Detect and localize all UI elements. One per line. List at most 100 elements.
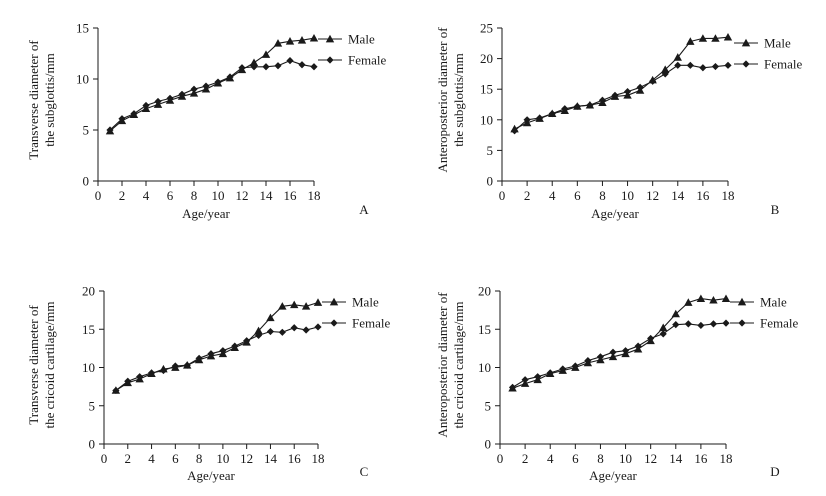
- chart-b-series-female-point: [548, 110, 556, 118]
- diamond-marker-icon: [326, 56, 334, 64]
- chart-a-x-axis-label: Age/year: [182, 206, 230, 221]
- chart-b-series-female-point: [623, 88, 632, 96]
- chart-a-y-tick-label: 15: [76, 21, 89, 36]
- chart-a: 0 5 10 15 0 2 4 6 8 10 12 14 16 18 Age/year Transverse …: [26, 21, 386, 222]
- chart-c-series-female-point: [195, 354, 203, 362]
- chart-a-y-tick-label: 10: [76, 72, 89, 87]
- chart-a-x-tick-label: 4: [143, 188, 150, 203]
- triangle-marker-icon: [737, 297, 747, 306]
- chart-a-series-male-point: [249, 58, 259, 67]
- chart-c-series-female-point: [219, 347, 227, 355]
- chart-b-series-male-point: [698, 34, 708, 42]
- chart-a-series-male-point: [309, 34, 319, 42]
- chart-d-y-tick-label: 15: [478, 322, 491, 337]
- chart-a-series-female-point: [214, 78, 222, 86]
- chart-b-y-tick-label: 15: [480, 82, 493, 97]
- chart-d-x-tick-label: 14: [669, 451, 683, 466]
- chart-d-series-female-point: [571, 362, 579, 370]
- chart-b: 0 5 10 15 20 25 0 2 4 6 8 10 12 14 16 18 Age/year Anterop…: [435, 21, 802, 222]
- chart-b-x-tick-label: 6: [574, 188, 581, 203]
- chart-a-series-male-point: [261, 50, 271, 58]
- chart-b-series-female-point: [649, 77, 657, 85]
- chart-c-x-tick-label: 12: [240, 451, 253, 466]
- chart-b-y-axis-label: Anteroposterior diameter ofthe subglotti…: [435, 27, 466, 173]
- chart-c-series-male-point: [290, 300, 299, 309]
- chart-a-legend-female-label: Female: [348, 53, 386, 68]
- chart-c-series-female-point: [207, 350, 215, 358]
- chart-d-y-axis-label: Anteroposterior diameter ofthe cricoid c…: [435, 292, 466, 438]
- chart-b-series-female-point: [573, 102, 581, 110]
- chart-c-y-axis-label: Transverse diameter ofthe cricoid cartil…: [26, 301, 57, 428]
- chart-c-series-female-point: [243, 337, 251, 345]
- chart-b-x-axis-label: Age/year: [591, 206, 639, 221]
- chart-d-series-male-point: [608, 352, 618, 361]
- chart-c-legend-male-label: Male: [352, 295, 379, 310]
- chart-d-series-female-point: [722, 319, 730, 327]
- chart-b-series-female-point: [536, 114, 544, 122]
- chart-d-panel-label: D: [770, 464, 779, 479]
- chart-d-x-tick-label: 4: [547, 451, 554, 466]
- chart-d-series-female-point: [647, 334, 655, 343]
- chart-d-y-tick-label: 10: [478, 360, 491, 375]
- triangle-marker-icon: [329, 297, 339, 306]
- chart-c-x-axis-label: Age/year: [187, 468, 235, 483]
- chart-d-x-tick-label: 16: [694, 451, 708, 466]
- chart-b-series-female-point: [699, 64, 707, 72]
- chart-a-series-female-point: [118, 115, 126, 123]
- chart-c-series-female-point: [171, 362, 179, 370]
- chart-c-series-male-point: [301, 302, 311, 310]
- diamond-marker-icon: [738, 319, 746, 327]
- chart-b-series-female-point: [724, 61, 732, 69]
- chart-d-series-female-point: [684, 320, 692, 328]
- chart-a-series-female-point: [178, 90, 186, 98]
- chart-b-legend-male-label: Male: [764, 36, 791, 51]
- chart-d-series-female-point: [521, 376, 529, 384]
- chart-d-x-tick-label: 10: [619, 451, 632, 466]
- chart-c-series-female-point: [290, 324, 298, 332]
- chart-a-series-male-point: [273, 39, 283, 47]
- chart-a-x-tick-label: 12: [236, 188, 249, 203]
- chart-c-series-female-point: [159, 366, 168, 375]
- chart-a-series-female-point: [298, 61, 306, 69]
- chart-c-series-female-point: [183, 361, 191, 369]
- chart-b-x-tick-label: 14: [671, 188, 685, 203]
- chart-d-series-male-point: [721, 294, 731, 303]
- chart-b-series-female-point: [611, 91, 619, 99]
- chart-d-series-female-point: [596, 353, 605, 361]
- triangle-marker-icon: [741, 38, 751, 47]
- chart-c-y-tick-label: 5: [89, 398, 96, 413]
- chart-d-series-female-point: [559, 365, 567, 373]
- chart-b-series-female-point: [661, 70, 669, 78]
- chart-a-series-female-point: [190, 85, 198, 93]
- chart-b-series-male-point: [723, 32, 733, 41]
- chart-c-x-tick-label: 16: [288, 451, 302, 466]
- chart-c-y-tick-label: 15: [82, 322, 95, 337]
- chart-d-series-female-point: [659, 330, 667, 338]
- triangle-marker-icon: [325, 34, 335, 43]
- chart-d-series-female-point: [697, 321, 705, 330]
- chart-d-legend-female-label: Female: [760, 316, 798, 331]
- chart-d-x-tick-label: 6: [572, 451, 579, 466]
- chart-a-x-tick-label: 0: [95, 188, 102, 203]
- chart-c: 0 5 10 15 20 0 2 4 6 8 10 12 14 16 18 Age/year Transvers…: [26, 284, 390, 484]
- chart-a-series-male-point: [285, 37, 295, 45]
- chart-b-y-tick-label: 20: [480, 51, 493, 66]
- chart-a-series-female-point: [202, 82, 210, 90]
- chart-d-series-male-point: [659, 323, 668, 332]
- chart-c-series-female-point: [147, 369, 156, 377]
- chart-b-y-tick-label: 0: [487, 174, 494, 189]
- chart-d-series-female-point: [621, 347, 630, 355]
- chart-d-series-female-point: [634, 342, 642, 350]
- chart-b-series-female-line: [514, 64, 729, 132]
- chart-a-x-tick-label: 16: [284, 188, 298, 203]
- chart-c-y-tick-label: 20: [82, 284, 95, 299]
- chart-c-series-female-point: [231, 342, 239, 350]
- diamond-marker-icon: [330, 319, 338, 327]
- chart-b-series-female-point: [561, 105, 569, 113]
- chart-c-y-axis-label-line: the cricoid cartilage/mm: [42, 301, 57, 428]
- chart-b-x-tick-label: 12: [646, 188, 659, 203]
- chart-c-x-tick-label: 6: [172, 451, 179, 466]
- chart-c-y-axis-label-line: Transverse diameter of: [26, 305, 41, 425]
- chart-d-x-axis-label: Age/year: [589, 468, 637, 483]
